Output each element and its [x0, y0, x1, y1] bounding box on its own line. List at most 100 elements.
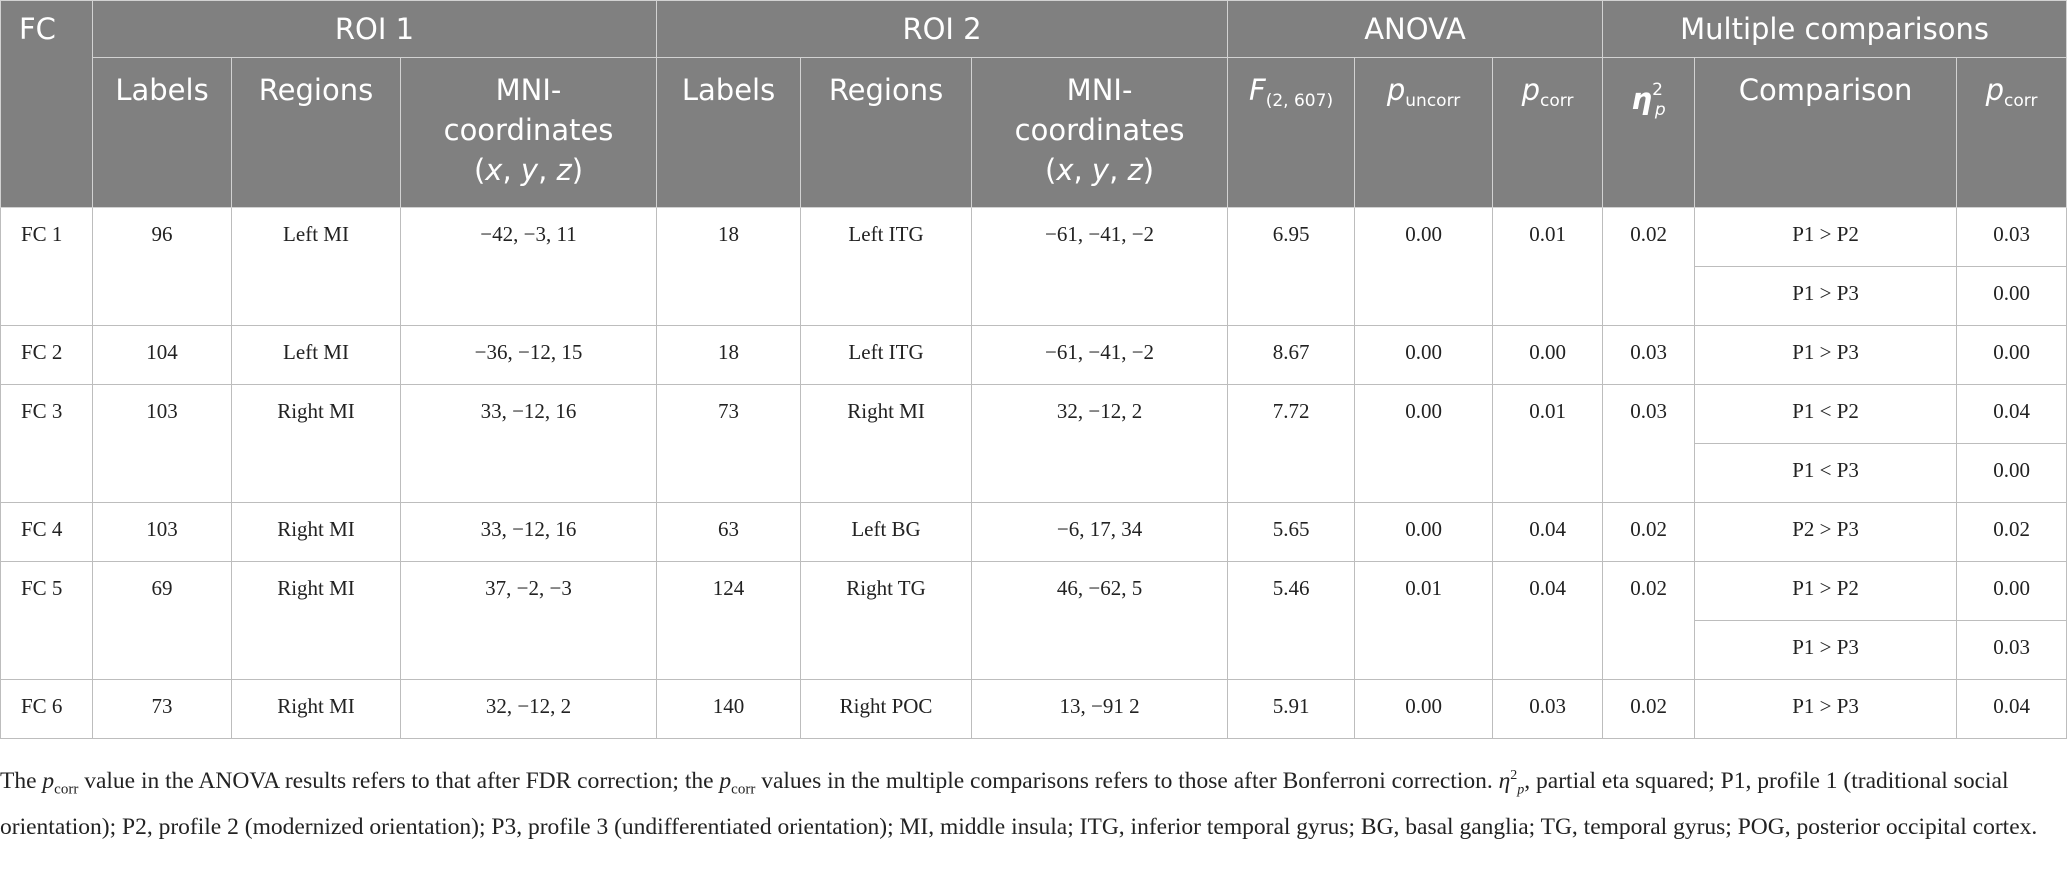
- roi1-region-cell: Left MI: [231, 325, 401, 385]
- header-roi1-labels: Labels: [92, 57, 232, 208]
- comparison-cell: P1 > P2: [1694, 207, 1958, 267]
- header-p-corr: pcorr: [1492, 57, 1604, 208]
- comparison-p-corr-cell: 0.00: [1956, 561, 2067, 621]
- roi2-label-cell: 18: [656, 325, 802, 385]
- footnote-text-1: value in the ANOVA results refers to tha…: [78, 767, 720, 794]
- f-value-cell: 5.65: [1227, 502, 1356, 562]
- eta-squared-cell: 0.03: [1602, 325, 1696, 385]
- roi2-mni-cell: −6, 17, 34: [971, 502, 1229, 562]
- footnote-text-2: values in the multiple comparisons refer…: [755, 767, 1499, 794]
- roi1-label-cell: 104: [92, 325, 232, 385]
- p-symbol: p: [1386, 73, 1406, 107]
- mni-line1: MNI-: [1066, 73, 1133, 107]
- eta-squared-cell: 0.02: [1602, 561, 1696, 680]
- footnote-eta-sup: 2: [1510, 768, 1518, 783]
- comparison-cell: P1 < P3: [1694, 443, 1958, 503]
- header-fc: FC: [0, 0, 93, 208]
- roi1-region-cell: Right MI: [231, 384, 401, 503]
- comparison-p-corr-cell: 0.00: [1956, 325, 2067, 385]
- roi2-mni-cell: −61, −41, −2: [971, 325, 1229, 385]
- roi2-label-cell: 18: [656, 207, 802, 326]
- table-row: FC 3 103 Right MI 33, −12, 16 73 Right MI 32, …: [0, 384, 2067, 503]
- header-comparison-p-corr: pcorr: [1956, 57, 2067, 208]
- fc-cell: FC 2: [0, 325, 93, 385]
- header-roi2-labels: Labels: [656, 57, 802, 208]
- p-corr-cell: 0.04: [1492, 561, 1604, 680]
- p-uncorr-cell: 0.00: [1354, 679, 1494, 739]
- p-corr-cell: 0.04: [1492, 502, 1604, 562]
- p-uncorr-cell: 0.00: [1354, 207, 1494, 326]
- f-value-cell: 7.72: [1227, 384, 1356, 503]
- table-row: P1 > P3 0.03: [1, 620, 2067, 680]
- comparison-p-corr-cell: 0.02: [1956, 502, 2067, 562]
- corr-subscript: corr: [1540, 91, 1574, 111]
- mni-line2: coordinates: [443, 113, 614, 147]
- table-row: P1 > P3 0.00: [1, 266, 2067, 326]
- footnote-corr-2: corr: [731, 781, 756, 798]
- roi2-label-cell: 140: [656, 679, 802, 739]
- roi2-mni-cell: 46, −62, 5: [971, 561, 1229, 680]
- p-corr-cell: 0.03: [1492, 679, 1604, 739]
- footnote-eta: η: [1498, 767, 1511, 794]
- roi1-label-cell: 73: [92, 679, 232, 739]
- header-roi1-regions: Regions: [231, 57, 401, 208]
- comparison-cell: P1 > P3: [1694, 266, 1958, 326]
- results-table: FC ROI 1 ROI 2 ANOVA Multiple comparison…: [0, 0, 2067, 739]
- roi1-label-cell: 103: [92, 384, 232, 503]
- header-roi2-mni: MNI- coordinates (x, y, z): [971, 57, 1229, 208]
- uncorr-subscript: uncorr: [1405, 91, 1461, 111]
- results-table-container: FC ROI 1 ROI 2 ANOVA Multiple comparison…: [0, 0, 2067, 739]
- header-roi1: ROI 1: [91, 0, 658, 58]
- comparison-cell: P1 > P3: [1694, 679, 1958, 739]
- roi2-region-cell: Right MI: [800, 384, 973, 503]
- eta-superscript: 2: [1652, 80, 1663, 100]
- p-symbol: p: [1985, 73, 2005, 107]
- roi2-region-cell: Right POC: [800, 679, 973, 739]
- roi1-mni-cell: 37, −2, −3: [399, 561, 658, 680]
- comparison-p-corr-cell: 0.03: [1956, 207, 2067, 267]
- roi2-mni-cell: 32, −12, 2: [971, 384, 1229, 503]
- roi1-mni-cell: 33, −12, 16: [399, 502, 658, 562]
- table-row: FC 6 73 Right MI 32, −12, 2 140 Right POC 13, …: [0, 679, 2067, 739]
- header-fc-label: FC: [19, 12, 56, 46]
- header-roi2-regions: Regions: [800, 57, 973, 208]
- header-eta-squared-partial: η2p: [1602, 57, 1696, 208]
- roi1-mni-cell: 32, −12, 2: [399, 679, 658, 739]
- header-p-uncorr: puncorr: [1354, 57, 1494, 208]
- footnote-text-3: , partial eta squared; P1, profile 1 (tr…: [0, 767, 2038, 840]
- table-row: FC 2 104 Left MI −36, −12, 15 18 Left ITG −61,…: [0, 325, 2067, 385]
- fc-cell: FC 5: [0, 561, 93, 680]
- eta-squared-cell: 0.03: [1602, 384, 1696, 503]
- roi1-label-cell: 69: [92, 561, 232, 680]
- comparison-p-corr-cell: 0.00: [1956, 266, 2067, 326]
- header-multiple-comparisons: Multiple comparisons: [1602, 0, 2067, 58]
- p-corr-cell: 0.01: [1492, 384, 1604, 503]
- comparison-cell: P1 > P2: [1694, 561, 1958, 621]
- header-roi1-mni: MNI- coordinates (x, y, z): [399, 57, 658, 208]
- eta-subscript: p: [1654, 100, 1666, 120]
- f-value-cell: 6.95: [1227, 207, 1356, 326]
- eta-squared-cell: 0.02: [1602, 207, 1696, 326]
- roi1-region-cell: Left MI: [231, 207, 401, 326]
- roi1-mni-cell: 33, −12, 16: [399, 384, 658, 503]
- fc-cell: FC 4: [0, 502, 93, 562]
- comparison-p-corr-cell: 0.04: [1956, 679, 2067, 739]
- p-uncorr-cell: 0.00: [1354, 384, 1494, 503]
- mni-y: y: [1091, 153, 1110, 187]
- footnote-corr: corr: [54, 781, 79, 798]
- f-symbol: F: [1249, 73, 1266, 107]
- p-corr-cell: 0.01: [1492, 207, 1604, 326]
- corr-subscript: corr: [2004, 91, 2038, 111]
- p-symbol: p: [1521, 73, 1541, 107]
- f-value-cell: 8.67: [1227, 325, 1356, 385]
- table-body: FC 1 96 Left MI −42, −3, 11 18 Left ITG −61, −…: [0, 207, 2067, 739]
- eta-symbol: η: [1631, 82, 1653, 116]
- roi1-label-cell: 96: [92, 207, 232, 326]
- comparison-cell: P1 < P2: [1694, 384, 1958, 444]
- roi2-label-cell: 124: [656, 561, 802, 680]
- table-row: FC 5 69 Right MI 37, −2, −3 124 Right TG 46, −…: [0, 561, 2067, 680]
- eta-squared-cell: 0.02: [1602, 679, 1696, 739]
- header-anova: ANOVA: [1227, 0, 1604, 58]
- fc-cell: FC 6: [0, 679, 93, 739]
- mni-line1: MNI-: [495, 73, 562, 107]
